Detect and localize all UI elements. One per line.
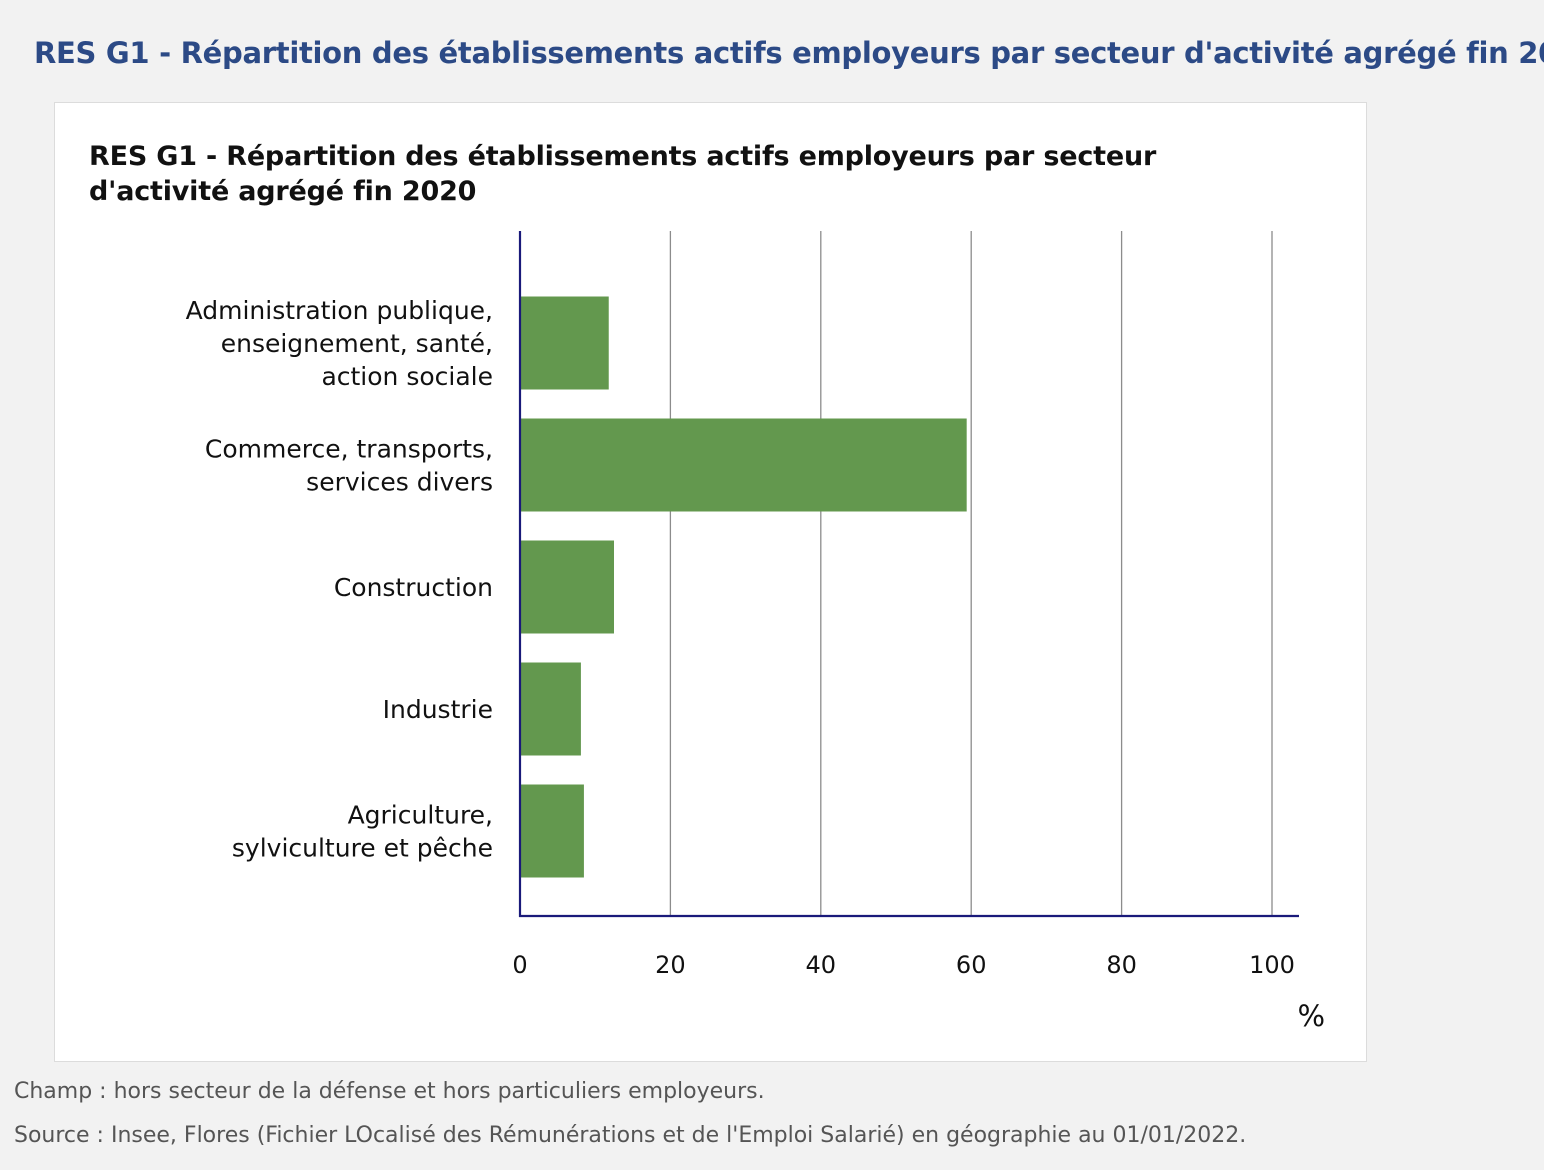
bar (521, 662, 581, 756)
bar (521, 784, 584, 878)
bar-chart: 0 20 40 60 80 100 Administration publique, ense… (186, 231, 1325, 1033)
grid-lines (669, 231, 1273, 916)
labels: 0 20 40 60 80 100 Administration publique, ense… (186, 296, 1325, 1033)
x-tick-label: 20 (655, 951, 686, 979)
category-label: Agriculture, sylviculture et pêche (232, 801, 493, 863)
x-tick-label: 80 (1106, 951, 1137, 979)
x-tick-label: 0 (512, 951, 527, 979)
bar (521, 296, 609, 390)
category-label-line: sylviculture et pêche (232, 834, 493, 863)
category-label: Construction (334, 573, 493, 602)
x-tick-label: 60 (956, 951, 987, 979)
x-axis-unit: % (1297, 999, 1325, 1033)
category-label: Industrie (383, 695, 493, 724)
category-label-line: Administration publique, (186, 296, 493, 325)
category-label-line: action sociale (321, 362, 493, 391)
category-label-line: enseignement, santé, (221, 329, 493, 358)
chart-card: RES G1 - Répartition des établissements … (54, 102, 1367, 1062)
x-tick-label: 100 (1249, 951, 1295, 979)
category-label-line: Industrie (383, 695, 493, 724)
category-label-line: services divers (306, 468, 493, 497)
page-heading: RES G1 - Répartition des établissements … (34, 36, 1544, 70)
axes (518, 231, 1299, 918)
category-label-line: Agriculture, (348, 801, 493, 830)
bars (521, 296, 967, 878)
category-label: Administration publique, enseignement, sa… (186, 296, 493, 391)
bar (521, 418, 967, 512)
bar (521, 540, 614, 634)
category-label-line: Commerce, transports, (205, 435, 493, 464)
x-tick-label: 40 (806, 951, 837, 979)
footnote-source: Source : Insee, Flores (Fichier LOcalisé… (14, 1123, 1247, 1148)
category-label: Commerce, transports, services divers (205, 435, 493, 497)
category-label-line: Construction (334, 573, 493, 602)
footnote-champ: Champ : hors secteur de la défense et ho… (14, 1079, 765, 1104)
chart-title: RES G1 - Répartition des établissements … (89, 141, 1157, 207)
